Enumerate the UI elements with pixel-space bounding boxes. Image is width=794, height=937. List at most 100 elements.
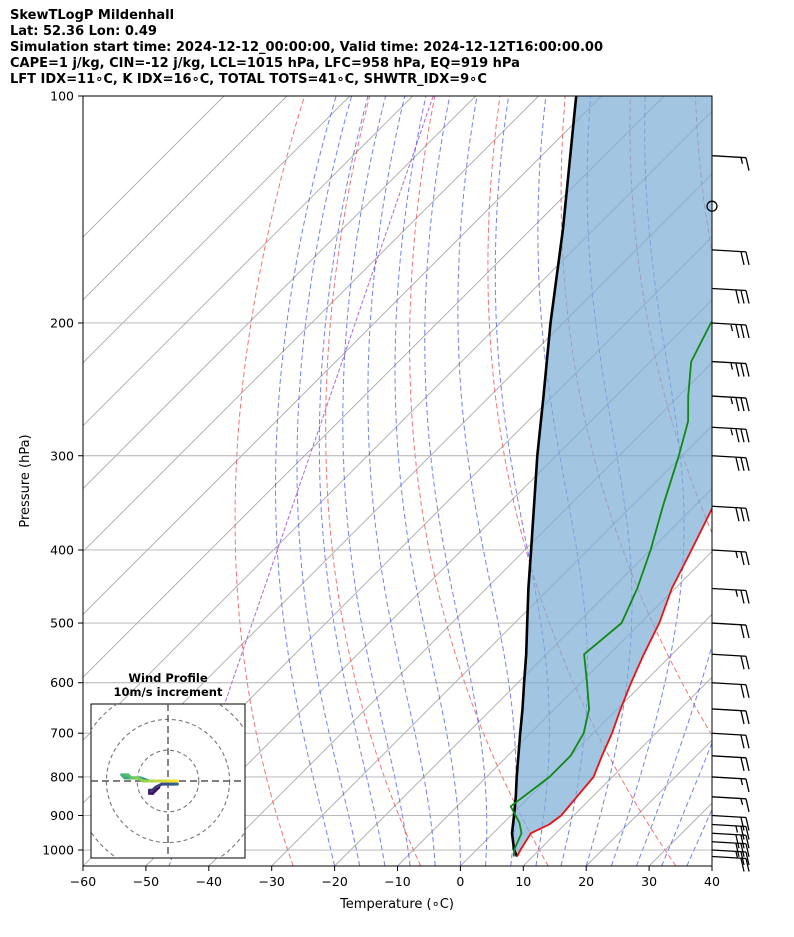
barb-staff: [711, 814, 747, 819]
wind-barb: [711, 455, 750, 471]
barb-flag: [745, 157, 750, 171]
barb-flag: [745, 858, 750, 872]
barb-staff: [711, 682, 747, 686]
barb-flag: [745, 835, 750, 849]
barb-flag: [745, 429, 750, 443]
barb-staff: [711, 622, 747, 626]
barb-flag: [735, 429, 740, 443]
barb-staff: [711, 549, 747, 553]
dry-adiabat-line: [234, 96, 305, 866]
barb-flag: [745, 324, 750, 339]
title-line-coordinates: Lat: 52.36 Lon: 0.49: [10, 24, 157, 39]
x-tick-label: −40: [196, 874, 222, 889]
barb-flag: [735, 843, 740, 857]
x-tick-label: −50: [133, 874, 159, 889]
isotherm-line: [83, 96, 665, 678]
wind-barb: [711, 682, 750, 698]
barb-staff: [711, 796, 747, 800]
barb-flag: [745, 590, 750, 604]
x-tick-label: 30: [641, 874, 657, 889]
barb-flag: [745, 457, 750, 471]
title-line-times: Simulation start time: 2024-12-12_00:00:…: [10, 40, 603, 55]
barb-half-flag: [730, 397, 734, 405]
barb-staff: [711, 155, 747, 159]
title-line-indices: LFT IDX=11∘C, K IDX=16∘C, TOTAL TOTS=41∘…: [10, 72, 487, 87]
barb-staff: [711, 395, 747, 399]
x-tick-label: −60: [70, 874, 96, 889]
wind-barb: [711, 587, 750, 604]
isotherm-line: [83, 96, 602, 616]
barb-flag: [745, 710, 750, 725]
barb-staff: [711, 855, 747, 860]
barb-flag: [735, 363, 740, 377]
dry-adiabat-line: [761, 96, 794, 866]
moist-adiabat-line: [424, 96, 488, 866]
moist-adiabat-line: [610, 96, 685, 866]
moist-adiabat-line: [275, 96, 337, 866]
barb-flag: [740, 251, 745, 266]
x-tick-label: 10: [515, 874, 531, 889]
moist-adiabat-line: [318, 96, 386, 866]
wind-barb: [711, 814, 750, 831]
barb-flag: [745, 843, 750, 857]
wind-barb: [711, 395, 750, 412]
isotherm-line: [522, 676, 712, 866]
isotherm-line: [83, 96, 288, 301]
barb-flag: [745, 363, 750, 377]
x-tick-label: 40: [704, 874, 720, 889]
dewpoint-profile-line: [509, 319, 712, 857]
moist-adiabat-line: [394, 96, 461, 866]
sounding-profiles: [509, 96, 712, 858]
wind-barb: [711, 855, 750, 872]
wind-barb: [711, 426, 750, 443]
moist-adiabat-line: [711, 864, 712, 866]
barb-flag: [740, 590, 745, 604]
barb-flag: [740, 710, 745, 725]
barb-half-flag: [740, 157, 744, 164]
wind-barb: [711, 732, 750, 749]
barb-flag: [745, 757, 750, 771]
x-axis-label: Temperature (∘C): [339, 897, 454, 912]
wind-barb: [711, 755, 750, 771]
barb-half-flag: [730, 429, 734, 436]
barb-staff: [711, 823, 747, 828]
barb-flag: [740, 508, 745, 522]
wind-barb: [711, 505, 750, 522]
cape-fill: [512, 96, 712, 857]
wind-barb: [711, 549, 750, 566]
y-tick-label: 600: [50, 675, 74, 690]
isotherm-line: [83, 96, 351, 364]
hodograph-plot: [91, 704, 245, 858]
barb-flag: [740, 290, 745, 304]
barb-flag: [740, 843, 745, 857]
barb-staff: [711, 653, 747, 657]
y-axis-ticks: 100 200 300 400 500 600 700 800 900 1000: [42, 89, 83, 858]
chart-title-block: SkewTLogP Mildenhall Lat: 52.36 Lon: 0.4…: [10, 8, 603, 88]
barb-flag: [745, 798, 750, 812]
hodograph-ring: [136, 749, 200, 813]
barb-flag: [745, 251, 750, 266]
barb-staff: [711, 505, 747, 509]
barb-flag: [740, 835, 745, 849]
isotherm-line: [145, 299, 712, 866]
moist-adiabat-line: [457, 96, 517, 866]
barb-flag: [740, 757, 745, 771]
barb-flag: [745, 851, 750, 866]
wind-barb: [711, 322, 750, 339]
barb-flag: [745, 656, 750, 670]
y-tick-label: 400: [50, 542, 74, 557]
barb-half-flag: [730, 363, 734, 370]
barb-staff: [711, 841, 747, 845]
barb-flag: [745, 778, 750, 793]
barb-staff: [711, 755, 747, 759]
barb-staff: [711, 455, 747, 459]
barb-half-flag: [735, 590, 739, 597]
barb-flag: [745, 684, 750, 698]
barb-half-flag: [740, 778, 744, 786]
barb-flag: [745, 290, 750, 304]
barb-flag: [740, 684, 745, 698]
barb-flag: [740, 363, 745, 377]
barb-flag: [735, 290, 740, 304]
isotherm-line: [83, 96, 225, 238]
barb-flag: [735, 324, 740, 339]
